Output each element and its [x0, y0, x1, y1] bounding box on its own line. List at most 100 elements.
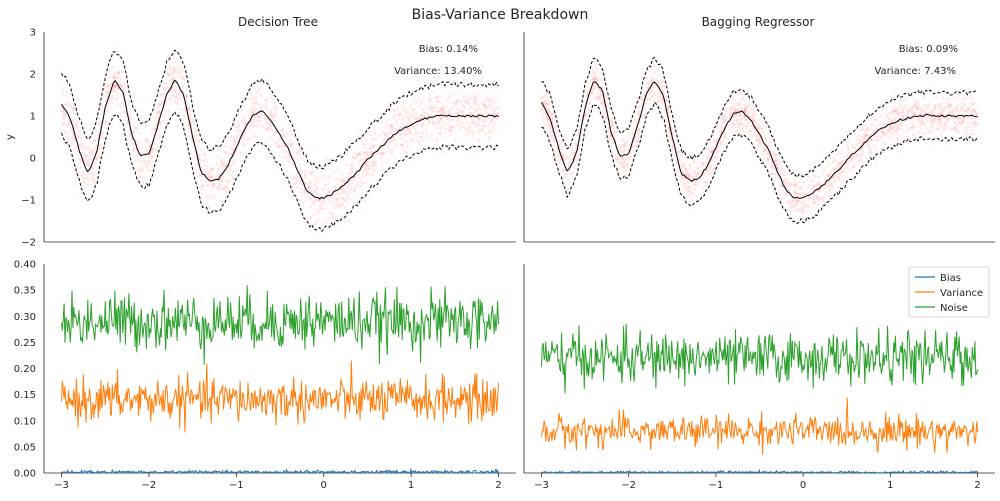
scatter-point [409, 130, 412, 133]
scatter-point [762, 125, 765, 128]
scatter-point [859, 159, 862, 162]
scatter-point [132, 124, 135, 127]
scatter-point [818, 175, 821, 178]
scatter-point [731, 126, 734, 129]
scatter-point [158, 82, 161, 85]
scatter-point [211, 213, 214, 216]
scatter-point [462, 110, 465, 113]
scatter-point [84, 148, 87, 151]
scatter-point [756, 123, 759, 126]
scatter-point [169, 74, 172, 77]
scatter-point [769, 137, 772, 140]
scatter-point [427, 139, 430, 142]
scatter-point [851, 172, 854, 175]
scatter-point [946, 97, 949, 100]
scatter-point [832, 161, 835, 164]
scatter-point [771, 165, 774, 168]
scatter-point [298, 165, 301, 168]
scatter-point [913, 130, 916, 133]
scatter-point [943, 107, 946, 110]
scatter-point [382, 157, 385, 160]
scatter-point [348, 191, 351, 194]
scatter-point [411, 100, 414, 103]
scatter-point [181, 70, 184, 73]
scatter-point [387, 134, 390, 137]
scatter-point [191, 122, 194, 125]
scatter-point [176, 64, 179, 67]
scatter-point [456, 123, 459, 126]
scatter-point [872, 143, 875, 146]
scatter-point [140, 110, 143, 113]
scatter-point [746, 123, 749, 126]
scatter-point [177, 93, 180, 96]
scatter-point [203, 160, 206, 163]
scatter-point [473, 151, 476, 154]
scatter-point [626, 166, 629, 169]
scatter-point [218, 184, 221, 187]
scatter-point [394, 158, 397, 161]
scatter-point [293, 156, 296, 159]
scatter-point [451, 93, 454, 96]
scatter-point [654, 69, 657, 72]
scatter-point [184, 74, 187, 77]
scatter-point [923, 97, 926, 100]
scatter-point [427, 112, 430, 115]
scatter-point [375, 161, 378, 164]
scatter-point [65, 90, 68, 93]
scatter-point [438, 123, 441, 126]
scatter-point [128, 110, 131, 113]
scatter-point [118, 113, 121, 116]
scatter-point [708, 147, 711, 150]
scatter-point [459, 128, 462, 131]
scatter-point [154, 125, 157, 128]
scatter-point [881, 114, 884, 117]
scatter-point [282, 145, 285, 148]
scatter-point [350, 179, 353, 182]
scatter-point [395, 113, 398, 116]
scatter-point [265, 105, 268, 108]
scatter-point [735, 108, 738, 111]
scatter-point [72, 112, 75, 115]
scatter-point [543, 124, 546, 127]
scatter-point [680, 180, 683, 183]
scatter-point [276, 141, 279, 144]
y-tick-label: 1 [30, 112, 36, 123]
scatter-point [469, 97, 472, 100]
scatter-point [452, 108, 455, 111]
scatter-point [548, 102, 551, 105]
scatter-point [202, 153, 205, 156]
scatter-point [151, 160, 154, 163]
scatter-point [198, 140, 201, 143]
scatter-point [369, 173, 372, 176]
scatter-point [189, 138, 192, 141]
scatter-point [463, 106, 466, 109]
scatter-point [110, 106, 113, 109]
scatter-point [485, 98, 488, 101]
scatter-point [328, 190, 331, 193]
scatter-point [150, 130, 153, 133]
scatter-point [168, 69, 171, 72]
scatter-point [174, 61, 177, 64]
scatter-point [123, 106, 126, 109]
scatter-point [922, 131, 925, 134]
scatter-point [361, 188, 364, 191]
scatter-point [806, 179, 809, 182]
scatter-point [625, 149, 628, 152]
scatter-point [269, 97, 272, 100]
scatter-point [296, 186, 299, 189]
scatter-point [400, 152, 403, 155]
scatter-point [622, 157, 625, 160]
scatter-point [713, 156, 716, 159]
scatter-point [428, 106, 431, 109]
scatter-point [403, 150, 406, 153]
scatter-point [469, 152, 472, 155]
scatter-point [458, 110, 461, 113]
scatter-point [572, 148, 575, 151]
scatter-point [177, 70, 180, 73]
scatter-point [219, 200, 222, 203]
scatter-point [414, 127, 417, 130]
scatter-point [84, 145, 87, 148]
scatter-point [425, 131, 428, 134]
scatter-point [425, 134, 428, 137]
scatter-point [811, 188, 814, 191]
